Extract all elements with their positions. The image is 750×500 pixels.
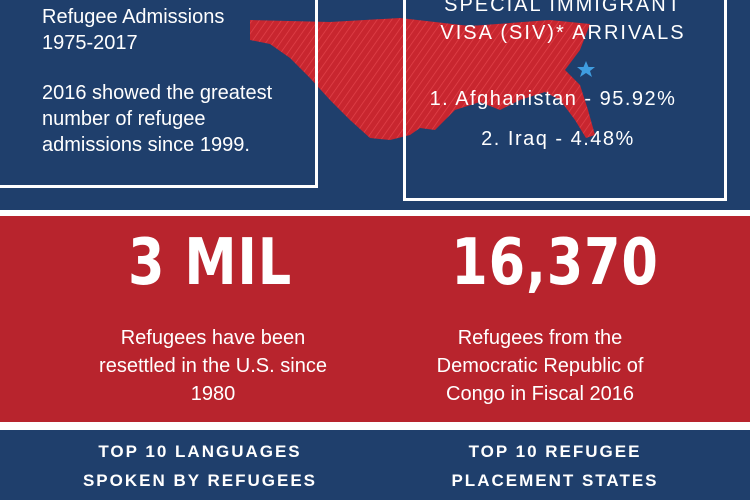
stats-band [0,216,750,422]
us-map-graphic [250,18,595,140]
bottom-section [0,430,750,500]
siv-heading-line1: SPECIAL IMMIGRANT [444,0,682,16]
stat-value-drc-refugees: 16,370 [451,226,659,300]
siv-arrivals-box [403,0,727,201]
languages-heading-line1: TOP 10 LANGUAGES [98,442,302,461]
refugee-admissions-box [0,0,318,188]
divider [0,422,750,430]
siv-item-afghanistan: 1. Afghanistan - 95.92% [429,88,677,110]
divider [0,210,750,216]
siv-heading-line2: VISA (SIV)* ARRIVALS [440,22,686,44]
languages-heading-line2: SPOKEN BY REFUGEES [82,471,318,490]
stat-desc-refugees-resettled: Refugees have been resettled in the U.S.… [99,327,327,405]
star-icon [577,61,595,77]
admissions-title: Refugee Admissions 1975-2017 [42,6,225,54]
stat-value-refugees-resettled: 3 MIL [127,226,293,300]
siv-item-iraq: 2. Iraq - 4.48% [481,128,635,150]
states-heading-line2: PLACEMENT STATES [451,471,659,490]
admissions-note: 2016 showed the greatest number of refug… [42,82,273,156]
states-heading-line1: TOP 10 REFUGEE [468,442,642,461]
stat-desc-drc-refugees: Refugees from the Democratic Republic of… [436,327,644,405]
